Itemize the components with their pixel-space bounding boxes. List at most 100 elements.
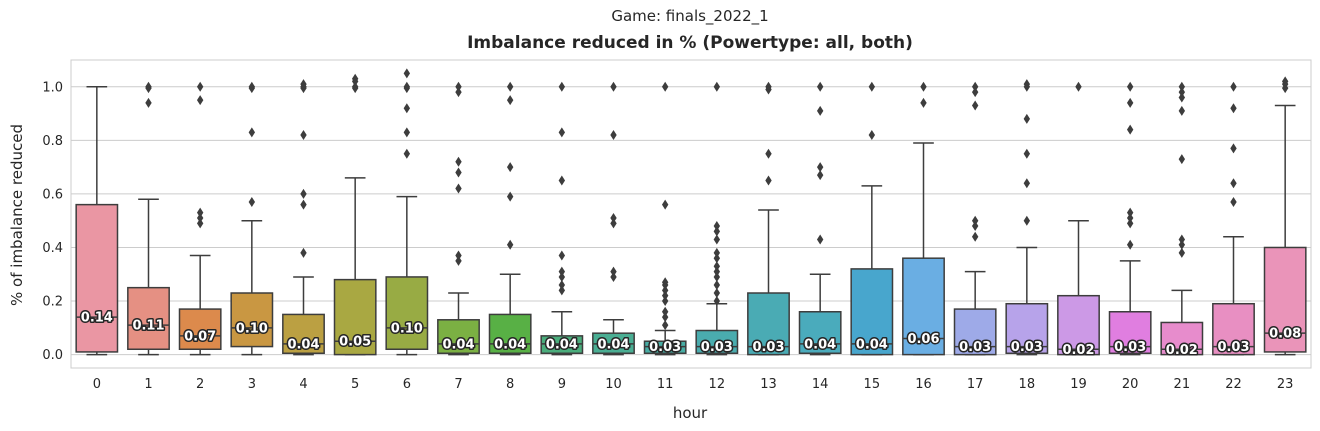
median-value-label: 0.03 bbox=[1114, 340, 1146, 355]
median-value-label: 0.04 bbox=[804, 337, 836, 352]
median-value-label: 0.04 bbox=[442, 337, 474, 352]
outlier-point bbox=[1126, 239, 1134, 250]
outlier-point bbox=[506, 239, 514, 250]
y-axis-label: % of imbalance reduced bbox=[8, 124, 26, 306]
median-value-label: 0.08 bbox=[1269, 327, 1301, 342]
outlier-point bbox=[661, 277, 669, 288]
median-value-label: 0.04 bbox=[494, 337, 526, 352]
y-tick-label: 0.6 bbox=[42, 187, 63, 202]
outlier-point bbox=[455, 81, 462, 92]
outlier-point bbox=[713, 271, 721, 282]
outlier-point bbox=[610, 266, 617, 277]
outlier-point bbox=[1281, 76, 1289, 87]
outlier-point bbox=[351, 81, 359, 92]
box-iqr bbox=[333, 278, 377, 356]
box-iqr bbox=[178, 308, 222, 351]
x-tick-label: 10 bbox=[605, 377, 622, 392]
outlier-point bbox=[713, 81, 721, 92]
outlier-point bbox=[713, 261, 721, 272]
x-tick-label: 23 bbox=[1277, 377, 1294, 392]
outlier-point bbox=[1075, 81, 1082, 92]
median-value-label: 0.06 bbox=[907, 332, 939, 347]
outlier-point bbox=[558, 266, 566, 277]
x-tick-label: 14 bbox=[812, 377, 829, 392]
box-iqr bbox=[127, 286, 170, 351]
x-tick-label: 12 bbox=[709, 377, 726, 392]
box-iqr bbox=[798, 311, 842, 355]
outlier-point bbox=[300, 199, 307, 210]
outlier-point bbox=[661, 296, 669, 307]
box-iqr bbox=[1005, 302, 1049, 355]
outlier-point bbox=[816, 170, 824, 181]
outlier-point bbox=[920, 97, 927, 108]
outlier-point bbox=[971, 215, 979, 226]
outlier-point bbox=[300, 79, 307, 90]
outlier-point bbox=[1178, 81, 1186, 92]
x-axis-label: hour bbox=[673, 404, 708, 422]
outlier-point bbox=[558, 279, 566, 290]
box-iqr bbox=[1263, 246, 1307, 353]
outlier-point bbox=[971, 221, 979, 232]
outlier-point bbox=[816, 81, 824, 92]
outlier-point bbox=[713, 226, 721, 237]
outlier-point bbox=[816, 162, 824, 173]
x-tick-label: 7 bbox=[454, 377, 462, 392]
box-iqr bbox=[850, 268, 894, 356]
outlier-point bbox=[713, 221, 721, 232]
outlier-point bbox=[196, 95, 204, 106]
outlier-point bbox=[868, 81, 876, 92]
x-tick-label: 6 bbox=[403, 377, 411, 392]
outlier-point bbox=[558, 285, 566, 296]
outlier-point bbox=[506, 162, 514, 173]
outlier-point bbox=[455, 250, 462, 261]
outlier-point bbox=[558, 127, 566, 138]
x-tick-label: 16 bbox=[915, 377, 932, 392]
outlier-point bbox=[713, 296, 721, 307]
box-iqr bbox=[437, 319, 480, 355]
outlier-point bbox=[713, 253, 721, 264]
outlier-point bbox=[1178, 87, 1186, 98]
outlier-point bbox=[1178, 234, 1186, 245]
y-tick-label: 0.0 bbox=[42, 348, 63, 363]
x-tick-label: 21 bbox=[1174, 377, 1191, 392]
x-tick-label: 13 bbox=[760, 377, 777, 392]
outlier-point bbox=[403, 127, 411, 138]
median-value-label: 0.03 bbox=[1011, 340, 1043, 355]
outlier-point bbox=[661, 199, 669, 210]
outlier-point bbox=[971, 87, 979, 98]
outlier-point bbox=[1126, 124, 1134, 135]
outlier-point bbox=[196, 207, 204, 218]
x-tick-label: 18 bbox=[1019, 377, 1036, 392]
y-tick-label: 0.2 bbox=[42, 295, 63, 310]
outlier-point bbox=[1126, 218, 1134, 229]
outlier-point bbox=[558, 81, 566, 92]
outlier-point bbox=[713, 288, 721, 299]
median-value-label: 0.10 bbox=[391, 321, 423, 336]
outlier-point bbox=[455, 255, 462, 266]
x-tick-label: 11 bbox=[657, 377, 674, 392]
median-value-label: 0.03 bbox=[649, 340, 681, 355]
outlier-point bbox=[196, 213, 204, 224]
outlier-point bbox=[558, 271, 566, 282]
median-value-label: 0.04 bbox=[546, 337, 578, 352]
outlier-point bbox=[145, 97, 152, 108]
box-iqr bbox=[282, 313, 325, 355]
outlier-point bbox=[661, 306, 669, 317]
outlier-point bbox=[1230, 178, 1237, 189]
x-tick-label: 0 bbox=[93, 377, 101, 392]
outlier-point bbox=[248, 127, 256, 138]
plot-area: 0.00.20.40.60.81.00 1 2 3 4 5 6 7 8 9 10 11 12 13 14 15… bbox=[42, 59, 1312, 392]
x-tick-label: 20 bbox=[1122, 377, 1139, 392]
box-iqr bbox=[230, 292, 274, 348]
median-value-label: 0.02 bbox=[1062, 343, 1094, 358]
outlier-point bbox=[558, 175, 566, 186]
median-value-label: 0.03 bbox=[701, 340, 733, 355]
box-iqr bbox=[385, 276, 429, 351]
outlier-point bbox=[1023, 215, 1031, 226]
outlier-point bbox=[1178, 154, 1186, 165]
median-value-label: 0.04 bbox=[856, 337, 888, 352]
outlier-point bbox=[816, 105, 824, 116]
outlier-point bbox=[1230, 196, 1237, 207]
outlier-point bbox=[1230, 81, 1237, 92]
